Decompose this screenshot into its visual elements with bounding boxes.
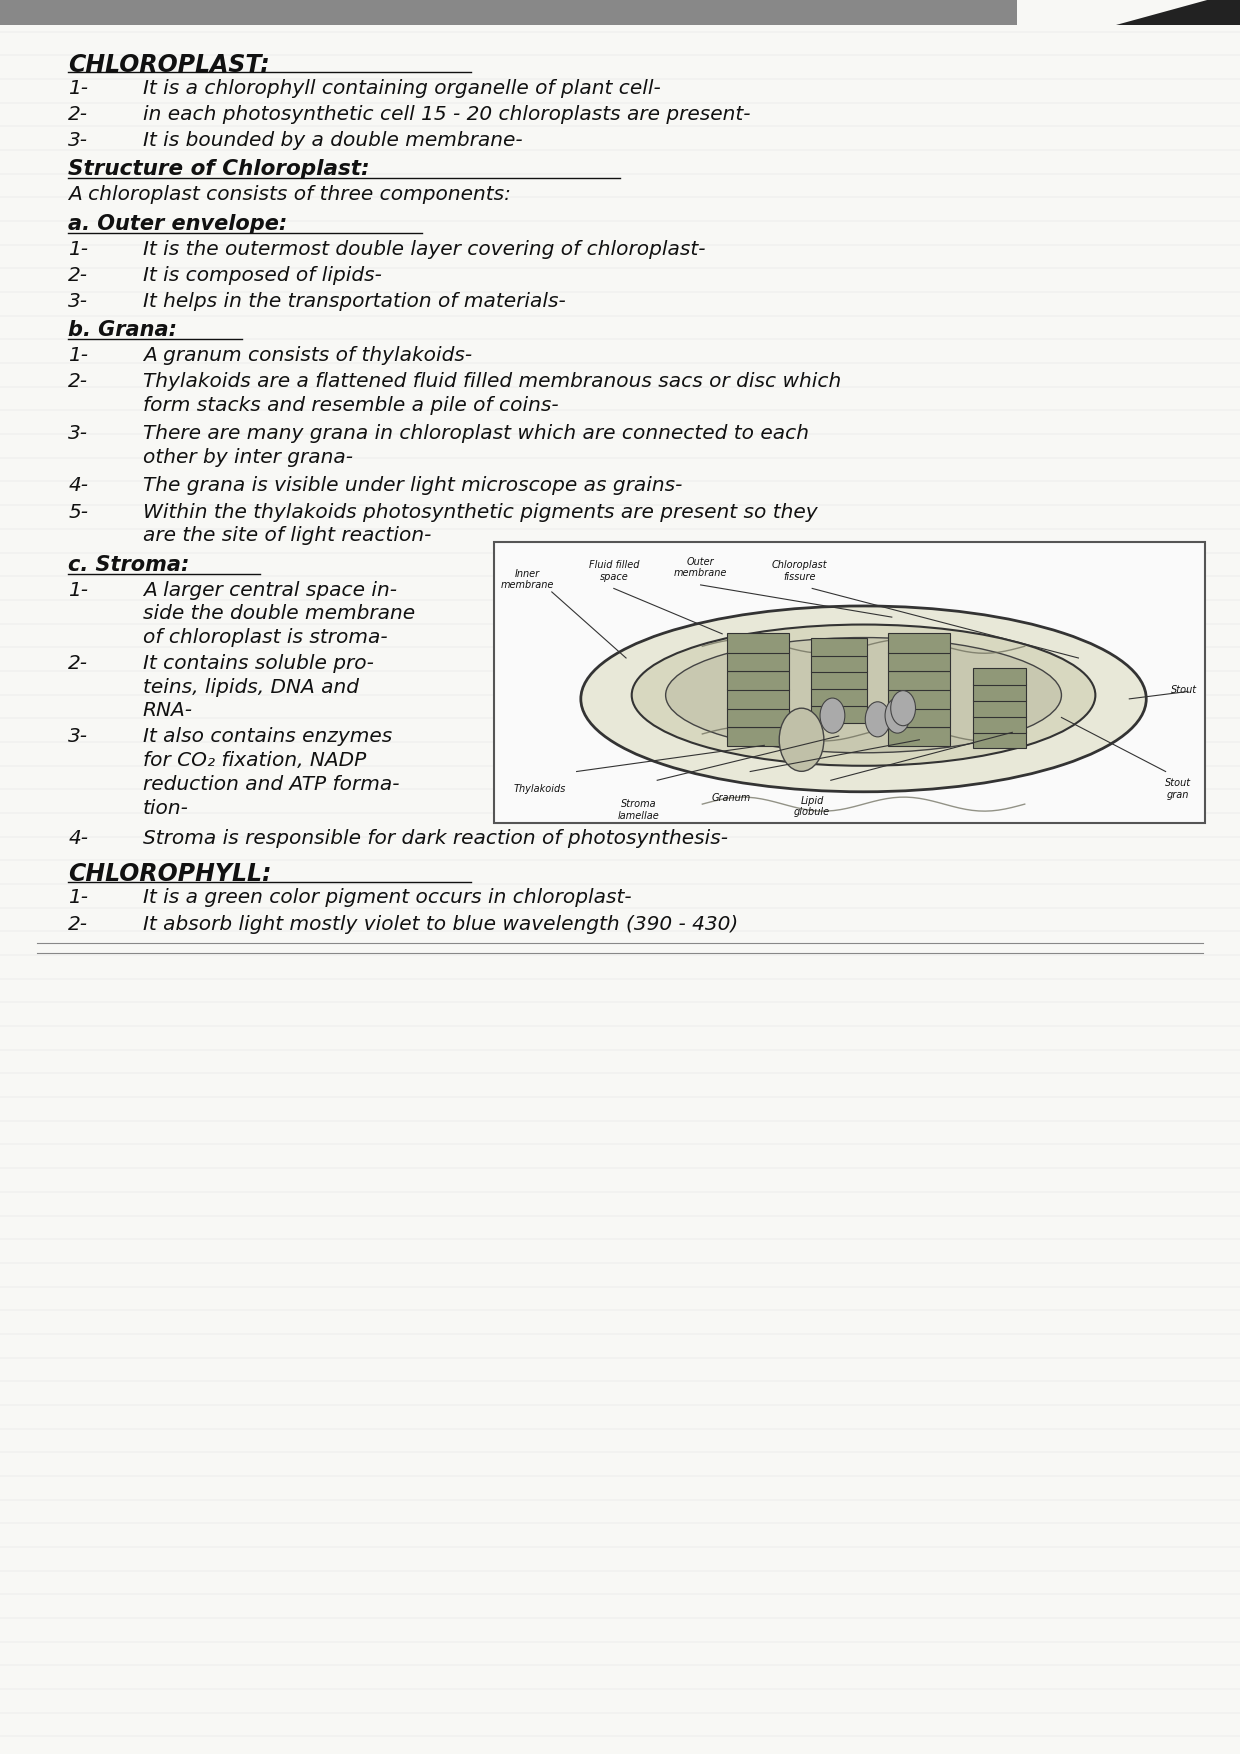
Text: Thylakoids: Thylakoids	[513, 784, 565, 795]
Text: The grana is visible under light microscope as grains-: The grana is visible under light microsc…	[143, 477, 682, 495]
Text: for CO₂ fixation, NADP: for CO₂ fixation, NADP	[143, 751, 366, 770]
Text: Chloroplast
fissure: Chloroplast fissure	[773, 560, 827, 582]
Text: Lipid
globule: Lipid globule	[794, 796, 831, 817]
Text: b. Grana:: b. Grana:	[68, 321, 177, 340]
Text: Structure of Chloroplast:: Structure of Chloroplast:	[68, 160, 370, 179]
Text: A granum consists of thylakoids-: A granum consists of thylakoids-	[143, 346, 471, 365]
Circle shape	[890, 691, 915, 726]
Text: Granum: Granum	[712, 793, 751, 803]
Text: 1-: 1-	[68, 79, 88, 98]
Text: teins, lipids, DNA and: teins, lipids, DNA and	[143, 677, 358, 696]
Text: other by inter grana-: other by inter grana-	[143, 447, 352, 467]
Text: A chloroplast consists of three components:: A chloroplast consists of three componen…	[68, 186, 511, 203]
FancyBboxPatch shape	[811, 638, 867, 656]
FancyBboxPatch shape	[888, 726, 950, 745]
FancyBboxPatch shape	[888, 670, 950, 689]
Text: Thylakoids are a flattened fluid filled membranous sacs or disc which: Thylakoids are a flattened fluid filled …	[143, 372, 841, 391]
Text: 5-: 5-	[68, 503, 88, 521]
Text: Outer
membrane: Outer membrane	[673, 556, 728, 579]
Circle shape	[885, 698, 910, 733]
FancyBboxPatch shape	[811, 688, 867, 707]
FancyBboxPatch shape	[888, 633, 950, 652]
Text: CHLOROPHYLL:: CHLOROPHYLL:	[68, 863, 272, 886]
Text: It helps in the transportation of materials-: It helps in the transportation of materi…	[143, 291, 565, 310]
Text: 2-: 2-	[68, 914, 88, 933]
Ellipse shape	[666, 637, 1061, 752]
Text: reduction and ATP forma-: reduction and ATP forma-	[143, 775, 399, 795]
FancyBboxPatch shape	[973, 684, 1027, 702]
FancyBboxPatch shape	[811, 654, 867, 672]
Text: 2-: 2-	[68, 372, 88, 391]
Circle shape	[820, 698, 844, 733]
Text: Stout: Stout	[1171, 684, 1197, 695]
Circle shape	[779, 709, 823, 772]
FancyBboxPatch shape	[811, 705, 867, 723]
FancyBboxPatch shape	[973, 731, 1027, 749]
FancyBboxPatch shape	[973, 700, 1027, 717]
Text: Fluid filled
space: Fluid filled space	[589, 560, 639, 582]
Polygon shape	[1116, 0, 1240, 25]
Circle shape	[866, 702, 890, 737]
Text: 2-: 2-	[68, 654, 88, 674]
FancyBboxPatch shape	[727, 652, 789, 672]
FancyBboxPatch shape	[0, 0, 1017, 25]
Text: 3-: 3-	[68, 728, 88, 747]
Text: side the double membrane: side the double membrane	[143, 605, 414, 623]
FancyBboxPatch shape	[494, 542, 1205, 823]
Text: Stroma is responsible for dark reaction of photosynthesis-: Stroma is responsible for dark reaction …	[143, 830, 728, 849]
Text: It is the outermost double layer covering of chloroplast-: It is the outermost double layer coverin…	[143, 240, 706, 258]
Text: are the site of light reaction-: are the site of light reaction-	[143, 526, 432, 545]
Text: of chloroplast is stroma-: of chloroplast is stroma-	[143, 628, 387, 647]
FancyBboxPatch shape	[727, 709, 789, 728]
FancyBboxPatch shape	[888, 689, 950, 709]
FancyBboxPatch shape	[727, 726, 789, 745]
Text: It contains soluble pro-: It contains soluble pro-	[143, 654, 373, 674]
Text: It absorb light mostly violet to blue wavelength (390 - 430): It absorb light mostly violet to blue wa…	[143, 914, 738, 933]
Text: It is a chlorophyll containing organelle of plant cell-: It is a chlorophyll containing organelle…	[143, 79, 661, 98]
FancyBboxPatch shape	[973, 668, 1027, 684]
Text: It is bounded by a double membrane-: It is bounded by a double membrane-	[143, 132, 522, 149]
Text: It also contains enzymes: It also contains enzymes	[143, 728, 392, 747]
FancyBboxPatch shape	[727, 689, 789, 709]
Text: 1-: 1-	[68, 889, 88, 907]
Text: 3-: 3-	[68, 424, 88, 444]
Text: 3-: 3-	[68, 132, 88, 149]
Ellipse shape	[631, 624, 1095, 766]
FancyBboxPatch shape	[727, 633, 789, 652]
Text: Stout
gran: Stout gran	[1164, 779, 1192, 800]
Text: There are many grana in chloroplast which are connected to each: There are many grana in chloroplast whic…	[143, 424, 808, 444]
Text: form stacks and resemble a pile of coins-: form stacks and resemble a pile of coins…	[143, 396, 558, 416]
Text: 1-: 1-	[68, 240, 88, 258]
Text: Stroma
lamellae: Stroma lamellae	[618, 800, 660, 821]
Text: c. Stroma:: c. Stroma:	[68, 554, 190, 575]
FancyBboxPatch shape	[811, 672, 867, 689]
Text: 4-: 4-	[68, 830, 88, 849]
Text: RNA-: RNA-	[143, 702, 192, 721]
Text: 2-: 2-	[68, 105, 88, 125]
Text: a. Outer envelope:: a. Outer envelope:	[68, 214, 288, 233]
FancyBboxPatch shape	[973, 716, 1027, 733]
Text: CHLOROPLAST:: CHLOROPLAST:	[68, 53, 270, 77]
Text: in each photosynthetic cell 15 - 20 chloroplasts are present-: in each photosynthetic cell 15 - 20 chlo…	[143, 105, 750, 125]
Text: 1-: 1-	[68, 346, 88, 365]
FancyBboxPatch shape	[727, 670, 789, 689]
Text: 4-: 4-	[68, 477, 88, 495]
Text: 2-: 2-	[68, 267, 88, 284]
Text: 3-: 3-	[68, 291, 88, 310]
FancyBboxPatch shape	[888, 709, 950, 728]
Text: tion-: tion-	[143, 798, 188, 817]
Text: It is a green color pigment occurs in chloroplast-: It is a green color pigment occurs in ch…	[143, 889, 631, 907]
Text: Inner
membrane: Inner membrane	[500, 568, 554, 591]
Ellipse shape	[580, 605, 1146, 791]
Text: 1-: 1-	[68, 581, 88, 600]
Text: A larger central space in-: A larger central space in-	[143, 581, 397, 600]
FancyBboxPatch shape	[888, 652, 950, 672]
Text: Within the thylakoids photosynthetic pigments are present so they: Within the thylakoids photosynthetic pig…	[143, 503, 817, 521]
Text: It is composed of lipids-: It is composed of lipids-	[143, 267, 382, 284]
